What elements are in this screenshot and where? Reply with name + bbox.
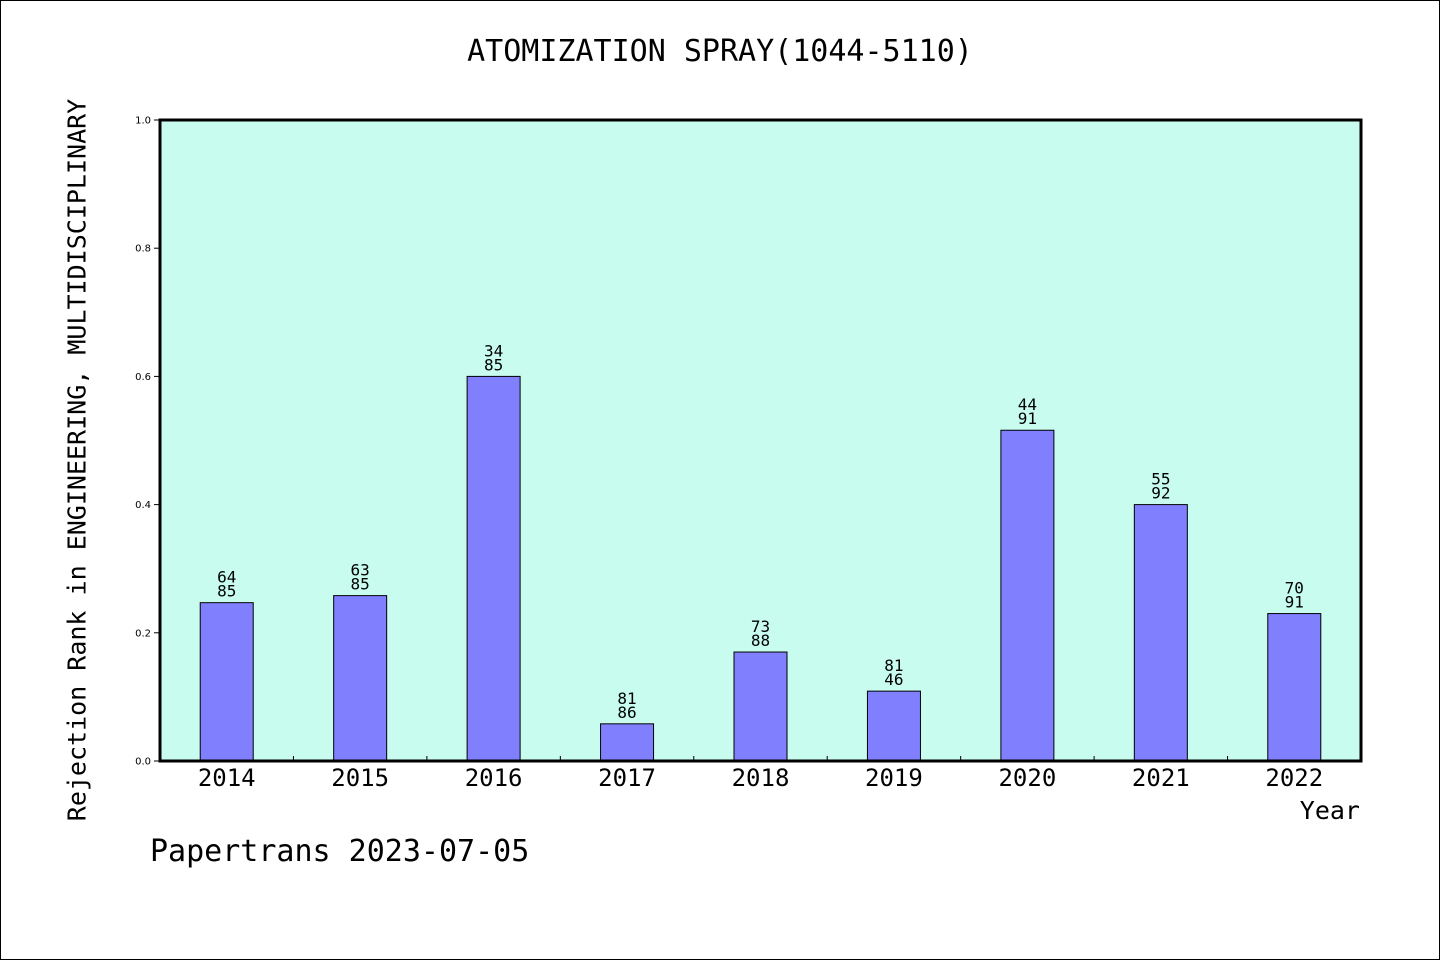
bar <box>333 595 388 762</box>
y-tick-label: 0.0 <box>135 757 151 768</box>
footer-credit: Papertrans 2023-07-05 <box>150 834 530 869</box>
x-tick-label: 2016 <box>465 764 523 792</box>
bar-label-top: 70 <box>1285 579 1304 598</box>
y-tick-label: 0.6 <box>135 372 151 383</box>
bar-label-top: 81 <box>617 689 636 708</box>
y-tick-label: 0.4 <box>135 500 151 511</box>
x-tick-label: 2019 <box>865 764 923 792</box>
y-tick-label: 0.2 <box>135 628 151 639</box>
bar-label-top: 34 <box>484 341 503 360</box>
bar-label-bottom: 85 <box>351 575 370 594</box>
x-tick-label: 2020 <box>998 764 1056 792</box>
bar <box>866 690 921 762</box>
x-tick-label: 2015 <box>331 764 389 792</box>
x-tick-label: 2021 <box>1132 764 1190 792</box>
bar <box>600 723 655 762</box>
bar-label-bottom: 92 <box>1151 484 1170 503</box>
x-tick-label: 2017 <box>598 764 656 792</box>
bar-label-top: 73 <box>751 617 770 636</box>
bar <box>1000 429 1055 762</box>
bar-label-bottom: 91 <box>1018 409 1037 428</box>
x-tick-label: 2022 <box>1265 764 1323 792</box>
bar <box>733 651 788 762</box>
bar <box>1133 504 1188 762</box>
bar-label-bottom: 88 <box>751 631 770 650</box>
chart-title: ATOMIZATION SPRAY(1044-5110) <box>467 34 973 69</box>
bar <box>1267 613 1322 762</box>
y-tick-label: 0.8 <box>135 244 151 255</box>
x-axis-label: Year <box>1299 796 1360 825</box>
bar <box>199 602 254 762</box>
bar-label-bottom: 85 <box>484 355 503 374</box>
bar-label-bottom: 91 <box>1285 593 1304 612</box>
bar-label-top: 64 <box>217 568 236 587</box>
bar-label-bottom: 86 <box>617 703 636 722</box>
bar-label-top: 63 <box>351 561 370 580</box>
bar <box>466 375 521 762</box>
x-tick-label: 2018 <box>732 764 790 792</box>
bar-label-bottom: 46 <box>884 670 903 689</box>
bar-label-bottom: 85 <box>217 582 236 601</box>
y-tick-label: 1.0 <box>135 116 151 127</box>
x-tick-label: 2014 <box>198 764 256 792</box>
bar-label-top: 81 <box>884 656 903 675</box>
plot-border <box>158 118 1363 763</box>
bar-label-top: 44 <box>1018 395 1037 414</box>
bar-label-top: 55 <box>1151 470 1170 489</box>
